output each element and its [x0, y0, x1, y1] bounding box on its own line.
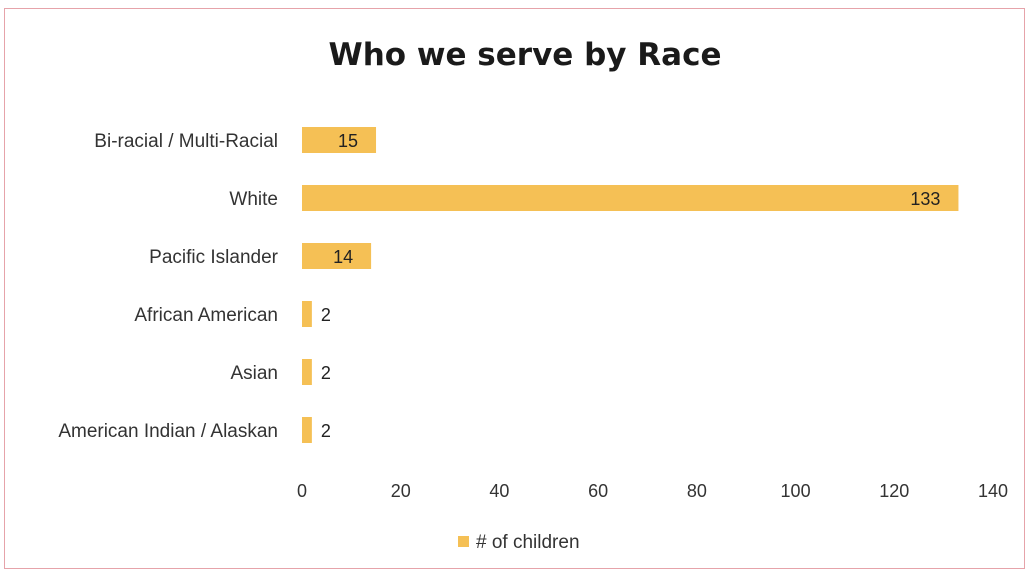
- bar-3: [302, 243, 372, 269]
- bars-layer: [302, 127, 959, 443]
- x-tick-label: 80: [687, 481, 707, 501]
- legend-swatch: [458, 536, 469, 547]
- data-label: 14: [333, 247, 353, 267]
- category-label: Asian: [230, 363, 278, 384]
- data-labels: 15 133 14 2 2 2: [321, 131, 941, 441]
- bar-1: [302, 127, 377, 153]
- category-label: White: [229, 189, 278, 210]
- x-tick-label: 100: [781, 481, 811, 501]
- bar-4: [302, 301, 312, 327]
- x-tick-label: 0: [297, 481, 307, 501]
- x-tick-label: 60: [588, 481, 608, 501]
- data-label: 15: [338, 131, 358, 151]
- x-tick-label: 20: [391, 481, 411, 501]
- chart-title: Who we serve by Race: [329, 37, 722, 73]
- x-tick-label: 140: [978, 481, 1008, 501]
- bar-5: [302, 359, 312, 385]
- category-label: African American: [134, 305, 278, 326]
- x-tick-label: 40: [489, 481, 509, 501]
- data-label: 2: [321, 363, 331, 383]
- bar-2: [302, 185, 959, 211]
- bar-6: [302, 417, 312, 443]
- category-label: Pacific Islander: [149, 247, 279, 268]
- category-label: Bi-racial / Multi-Racial: [94, 131, 278, 152]
- legend: # of children: [458, 532, 580, 553]
- category-labels: Bi-racial / Multi-Racial White Pacific Isl…: [58, 131, 278, 442]
- x-axis-ticks: 0 20 40 60 80 100 120 140: [297, 481, 1008, 501]
- x-tick-label: 120: [879, 481, 909, 501]
- data-label: 2: [321, 421, 331, 441]
- data-label: 133: [910, 189, 940, 209]
- category-label: American Indian / Alaskan: [58, 421, 278, 442]
- chart-frame: [4, 8, 1025, 569]
- legend-label: # of children: [476, 532, 580, 553]
- data-label: 2: [321, 305, 331, 325]
